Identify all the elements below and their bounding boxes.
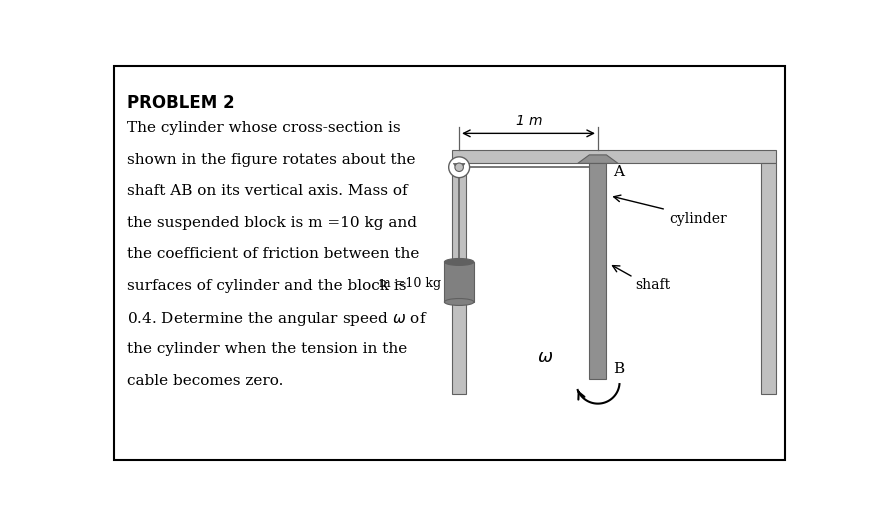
Text: the coefficient of friction between the: the coefficient of friction between the bbox=[126, 247, 419, 262]
Text: 1 $m$: 1 $m$ bbox=[515, 114, 542, 128]
Text: the cylinder when the tension in the: the cylinder when the tension in the bbox=[126, 342, 407, 356]
Bar bbox=[445, 262, 474, 302]
Bar bbox=[453, 150, 776, 164]
Text: shown in the figure rotates about the: shown in the figure rotates about the bbox=[126, 153, 415, 167]
Text: A: A bbox=[613, 165, 624, 179]
Text: m =10 kg: m =10 kg bbox=[379, 278, 441, 291]
Bar bbox=[589, 164, 606, 379]
Polygon shape bbox=[578, 155, 618, 164]
Text: PROBLEM 2: PROBLEM 2 bbox=[126, 94, 234, 112]
Ellipse shape bbox=[445, 299, 474, 305]
Text: shaft AB on its vertical axis. Mass of: shaft AB on its vertical axis. Mass of bbox=[126, 184, 407, 198]
Text: 0.4. Determine the angular speed $\omega$ of: 0.4. Determine the angular speed $\omega… bbox=[126, 311, 427, 328]
Text: shaft: shaft bbox=[635, 278, 670, 292]
Bar bbox=[453, 164, 466, 394]
Ellipse shape bbox=[445, 258, 474, 265]
Polygon shape bbox=[453, 164, 465, 172]
Text: cylinder: cylinder bbox=[669, 212, 727, 226]
Bar bbox=[760, 164, 776, 394]
Text: surfaces of cylinder and the block is: surfaces of cylinder and the block is bbox=[126, 279, 406, 293]
Text: B: B bbox=[613, 362, 624, 376]
Text: the suspended block is m =10 kg and: the suspended block is m =10 kg and bbox=[126, 216, 417, 230]
Text: $\omega$: $\omega$ bbox=[537, 349, 553, 366]
Text: cable becomes zero.: cable becomes zero. bbox=[126, 374, 283, 388]
Circle shape bbox=[455, 163, 463, 171]
Text: The cylinder whose cross-section is: The cylinder whose cross-section is bbox=[126, 121, 400, 135]
Circle shape bbox=[449, 157, 469, 178]
